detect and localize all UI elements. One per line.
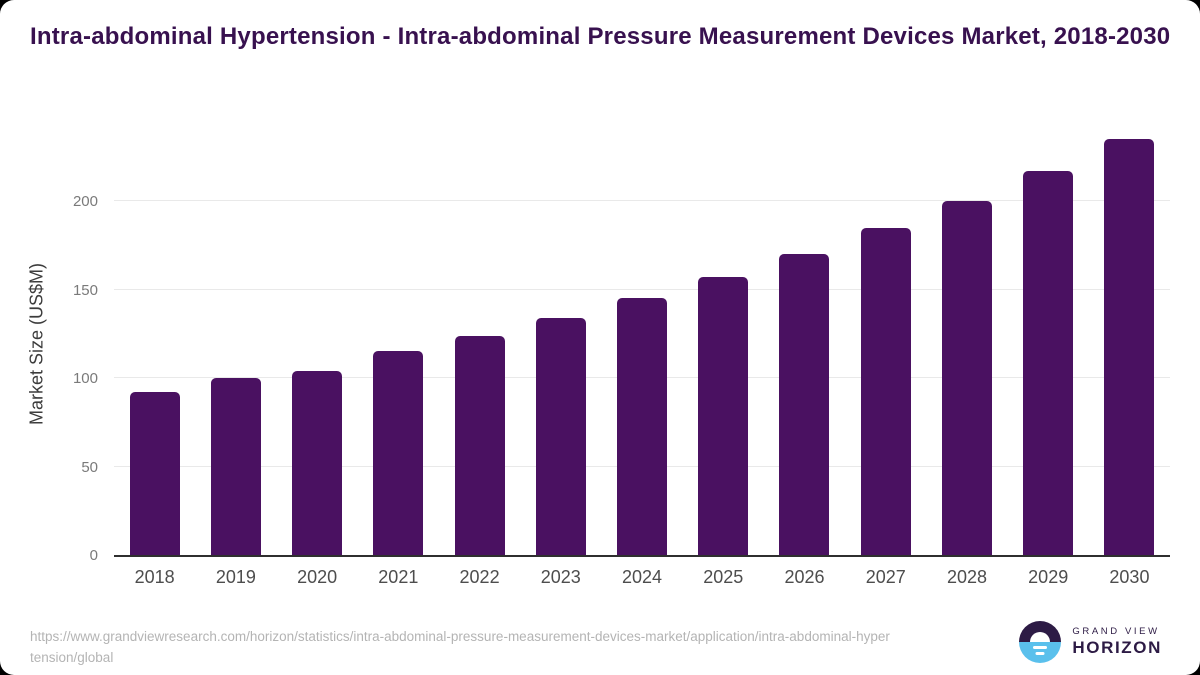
- bar-2028: [941, 201, 992, 555]
- gridline: [114, 288, 1170, 290]
- sun-dome-shape: [1030, 632, 1051, 642]
- x-tick-label: 2021: [378, 567, 419, 587]
- bar-column: [358, 130, 439, 555]
- bar-2020: [292, 371, 343, 555]
- y-tick-label: 150: [72, 281, 98, 299]
- bar-2021: [373, 351, 424, 555]
- y-axis-title: Market Size (US$M): [26, 262, 47, 425]
- bar-2019: [210, 378, 261, 555]
- y-tick-label: 200: [72, 193, 98, 210]
- source-url: https://www.grandviewresearch.com/horizo…: [30, 629, 890, 665]
- x-tick-label: 2029: [1028, 567, 1069, 587]
- x-tick-label: 2027: [865, 567, 906, 587]
- brand-logo: GRAND VIEW HORIZON: [1019, 621, 1162, 663]
- bar-2024: [617, 298, 668, 555]
- bar-column: [926, 130, 1007, 555]
- y-tick-label: 100: [72, 370, 98, 387]
- bar-column: [1008, 130, 1089, 555]
- bar-2022: [454, 336, 505, 555]
- bar-2030: [1104, 139, 1155, 555]
- logo-text: GRAND VIEW HORIZON: [1072, 626, 1162, 658]
- x-tick-label: 2018: [134, 567, 175, 587]
- bar-2026: [779, 254, 830, 555]
- bar-column: [520, 130, 601, 555]
- logo-horizon-label: HORIZON: [1072, 638, 1162, 657]
- bars: [114, 130, 1170, 555]
- x-labels: 2018 2019 2020 2021 2022 2023 2024 2025 2026 2027…: [114, 567, 1170, 588]
- page-title: Intra-abdominal Hypertension - Intra-abd…: [30, 23, 1171, 50]
- horizon-sun-icon: [1019, 621, 1062, 663]
- gridline: [114, 200, 1170, 201]
- bar-2023: [535, 318, 586, 555]
- bar-column: [1089, 130, 1170, 555]
- bar-column: [845, 130, 926, 555]
- bar-2029: [1023, 171, 1074, 555]
- x-tick-label: 2028: [946, 567, 987, 587]
- reflection-line: [1033, 646, 1048, 649]
- bar-column: [439, 130, 520, 555]
- y-tick-label: 0: [89, 547, 98, 564]
- x-tick-label: 2020: [297, 567, 338, 587]
- bar-2018: [129, 392, 180, 555]
- bar-column: [276, 130, 357, 555]
- bar-column: [764, 130, 845, 555]
- reflection-line: [1035, 652, 1045, 655]
- x-tick-label: 2026: [784, 567, 825, 587]
- x-tick-label: 2024: [622, 567, 663, 587]
- x-tick-label: 2023: [540, 567, 581, 587]
- x-tick-label: 2030: [1109, 567, 1150, 587]
- x-tick-label: 2025: [703, 567, 744, 587]
- bar-column: [114, 130, 195, 555]
- logo-grand-view-label: GRAND VIEW: [1072, 626, 1160, 637]
- y-tick-label: 50: [81, 458, 98, 476]
- plot-area: 0 50 100 150 200: [73, 130, 1170, 564]
- bar-column: [195, 130, 276, 555]
- x-tick-label: 2019: [215, 567, 256, 587]
- bar-2027: [860, 228, 911, 555]
- bar-2025: [698, 277, 749, 555]
- x-tick-label: 2022: [459, 567, 500, 587]
- bar-column: [601, 130, 682, 555]
- bar-column: [683, 130, 764, 555]
